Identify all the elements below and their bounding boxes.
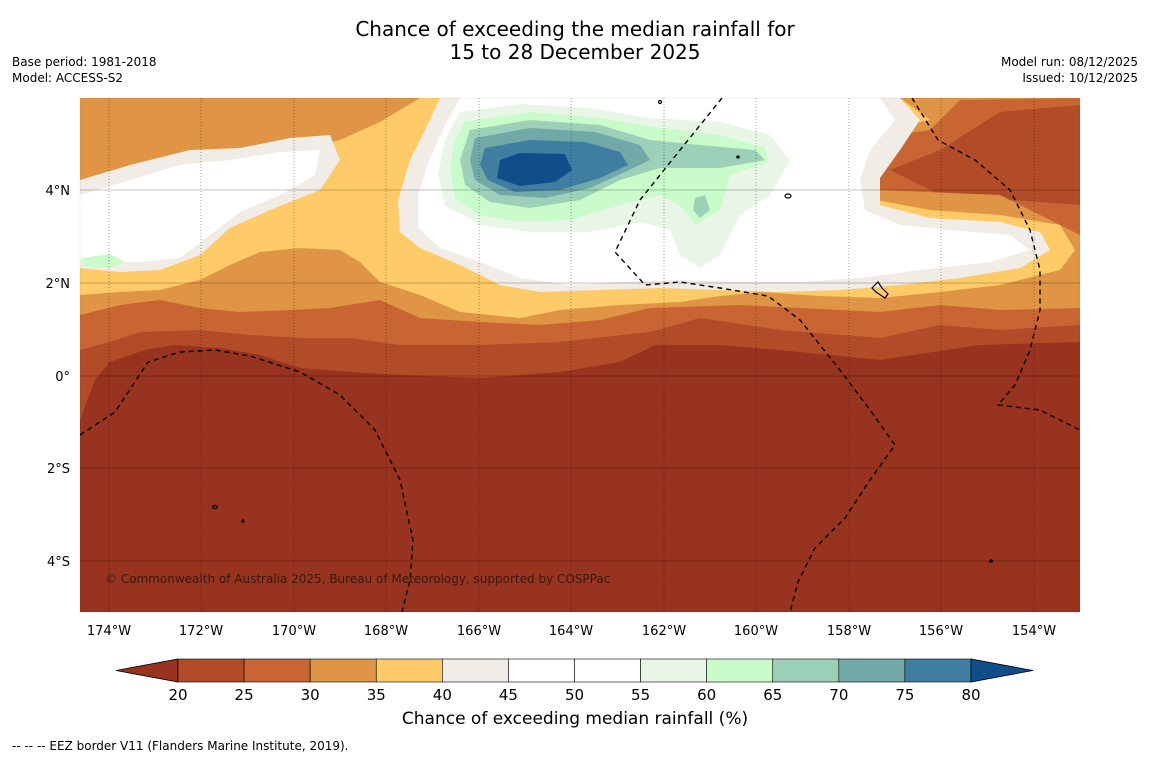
lon-label: 160°W — [734, 624, 778, 639]
lon-label: 166°W — [457, 624, 501, 639]
colorbar-tick-label: 75 — [895, 686, 914, 704]
lon-label: 172°W — [179, 624, 223, 639]
lon-label: 168°W — [364, 624, 408, 639]
lon-label: 156°W — [919, 624, 963, 639]
copyright-text: © Commonwealth of Australia 2025, Bureau… — [105, 572, 610, 586]
meta-right: Model run: 08/12/2025 Issued: 10/12/2025 — [1001, 54, 1138, 86]
lon-labels: 174°W 172°W 170°W 168°W 166°W 164°W 162°… — [87, 624, 1056, 639]
chart-title: Chance of exceeding the median rainfall … — [0, 18, 1150, 64]
meta-left: Base period: 1981-2018 Model: ACCESS-S2 — [12, 54, 157, 86]
base-period: Base period: 1981-2018 — [12, 55, 157, 69]
colorbar-tick-label: 45 — [499, 686, 518, 704]
lon-label: 162°W — [642, 624, 686, 639]
colorbar-segment — [375, 658, 443, 683]
map-frame — [79, 97, 1081, 613]
map-area: © Commonwealth of Australia 2025, Bureau… — [80, 98, 1080, 612]
colorbar-tick-label: 60 — [697, 686, 716, 704]
colorbar-segment — [243, 658, 311, 683]
colorbar-tick-label: 70 — [829, 686, 848, 704]
colorbar-tick-label: 40 — [433, 686, 452, 704]
lat-label: 4°N — [46, 184, 71, 199]
colorbar-segment — [838, 658, 906, 683]
colorbar: 20 25 30 35 40 45 50 55 60 65 70 75 80 — [115, 658, 1034, 704]
colorbar-tick-label: 20 — [168, 686, 187, 704]
lon-label: 154°W — [1012, 624, 1056, 639]
colorbar-segment — [442, 658, 509, 683]
colorbar-segment — [706, 658, 774, 683]
colorbar-tick-label: 25 — [235, 686, 254, 704]
lon-label: 158°W — [827, 624, 871, 639]
lat-label: 0° — [55, 370, 70, 385]
colorbar-tick-label: 50 — [565, 686, 584, 704]
colorbar-tick-label: 55 — [631, 686, 650, 704]
fill-65-70-island — [693, 195, 710, 218]
fill-above-80 — [497, 153, 572, 186]
lon-label: 170°W — [272, 624, 316, 639]
model-name: Model: ACCESS-S2 — [12, 71, 124, 85]
colorbar-label: Chance of exceeding median rainfall (%) — [401, 709, 749, 729]
lat-labels: 4°N 2°N 0° 2°S 4°S — [46, 184, 71, 570]
colorbar-segment — [904, 658, 972, 683]
model-run: Model run: 08/12/2025 — [1000, 55, 1138, 69]
colorbar-segment — [177, 658, 245, 683]
colorbar-segment — [574, 658, 641, 683]
colorbar-tick-label: 30 — [301, 686, 320, 704]
lat-label: 2°N — [46, 277, 71, 292]
title-line-2: 15 to 28 December 2025 — [449, 40, 701, 64]
colorbar-segment — [772, 658, 840, 683]
issued-date: Issued: 10/12/2025 — [1022, 71, 1138, 85]
colorbar-extend-high — [970, 658, 1034, 683]
fill-60-65-west — [82, 254, 125, 268]
colorbar-tick-label: 35 — [367, 686, 386, 704]
eez-borders — [80, 98, 1080, 612]
islands — [211, 99, 994, 563]
colorbar-segment — [508, 658, 575, 683]
colorbar-tick-label: 65 — [763, 686, 782, 704]
colorbar-extend-low — [115, 658, 179, 683]
lon-label: 174°W — [87, 624, 131, 639]
colorbar-tick-label: 80 — [961, 686, 980, 704]
footer-note: -- -- -- EEZ border V11 (Flanders Marine… — [12, 739, 349, 753]
graticule-lat — [80, 189, 1080, 562]
colorbar-segment — [640, 658, 707, 683]
lat-label: 4°S — [47, 555, 70, 570]
fill-50-60-west — [80, 150, 320, 262]
colorbar-segment — [309, 658, 377, 683]
title-line-1: Chance of exceeding the median rainfall … — [355, 17, 795, 41]
lat-label: 2°S — [47, 462, 70, 477]
lon-label: 164°W — [549, 624, 593, 639]
